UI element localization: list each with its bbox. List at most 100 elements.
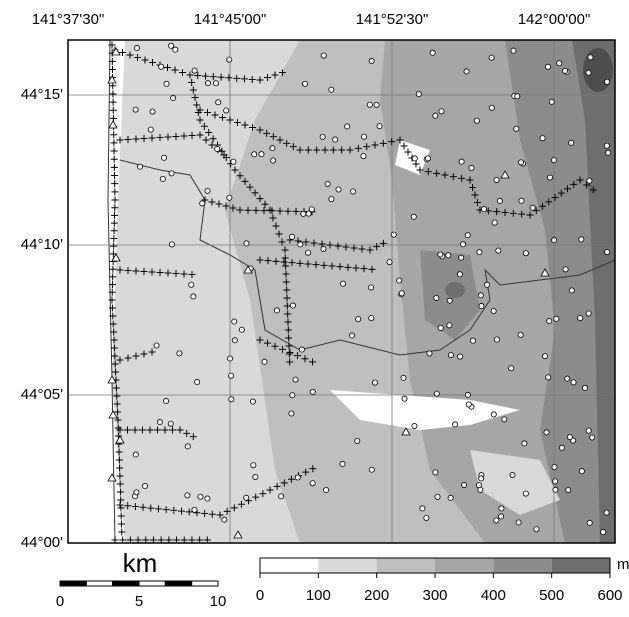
- circle-station: [601, 530, 606, 535]
- circle-station: [355, 438, 360, 443]
- circle-station: [491, 308, 496, 313]
- circle-station: [231, 159, 236, 164]
- circle-station: [496, 248, 501, 253]
- colorbar-bin: [493, 558, 551, 573]
- circle-station: [509, 366, 514, 371]
- peak: [445, 282, 465, 298]
- circle-station: [377, 124, 382, 129]
- circle-station: [295, 475, 300, 480]
- circle-station: [484, 282, 489, 287]
- circle-station: [200, 201, 205, 206]
- circle-station: [391, 232, 396, 237]
- circle-station: [481, 207, 486, 212]
- circle-station: [134, 45, 139, 50]
- circle-station: [438, 252, 443, 257]
- circle-station: [498, 514, 503, 519]
- circle-station: [430, 50, 435, 55]
- circle-station: [514, 126, 519, 131]
- circle-station: [168, 421, 173, 426]
- circle-station: [350, 333, 355, 338]
- circle-station: [310, 481, 315, 486]
- circle-station: [387, 259, 392, 264]
- circle-station: [159, 64, 164, 69]
- circle-station: [321, 246, 326, 251]
- circle-station: [478, 293, 483, 298]
- circle-station: [553, 487, 558, 492]
- circle-station: [427, 351, 432, 356]
- circle-station: [464, 69, 469, 74]
- scale-segment: [60, 581, 86, 586]
- circle-station: [579, 237, 584, 242]
- circle-station: [420, 506, 425, 511]
- circle-station: [448, 495, 453, 500]
- circle-station: [259, 152, 264, 157]
- circle-station: [351, 189, 356, 194]
- circle-station: [279, 494, 284, 499]
- circle-station: [215, 146, 220, 151]
- circle-station: [189, 282, 194, 287]
- circle-station: [433, 113, 438, 118]
- circle-station: [293, 377, 298, 382]
- circle-station: [523, 491, 528, 496]
- circle-station: [460, 242, 465, 247]
- lat-label: 44°00': [21, 534, 63, 551]
- circle-station: [177, 351, 182, 356]
- circle-station: [544, 430, 549, 435]
- scale-segment: [192, 581, 218, 586]
- circle-station: [169, 242, 174, 247]
- circle-station: [133, 452, 138, 457]
- circle-station: [458, 354, 463, 359]
- circle-station: [416, 92, 421, 97]
- circle-station: [134, 490, 139, 495]
- circle-station: [492, 220, 497, 225]
- colorbar-label: 100: [306, 587, 331, 604]
- circle-station: [252, 152, 257, 157]
- circle-station: [397, 278, 402, 283]
- circle-station: [250, 399, 255, 404]
- circle-station: [425, 156, 430, 161]
- colorbar-label: 0: [256, 587, 264, 604]
- circle-station: [367, 102, 372, 107]
- circle-station: [569, 140, 574, 145]
- circle-station: [549, 99, 554, 104]
- circle-station: [578, 316, 583, 321]
- circle-station: [447, 298, 452, 303]
- circle-station: [586, 428, 591, 433]
- circle-station: [227, 195, 232, 200]
- scale-segment: [113, 581, 139, 586]
- scale-segment: [165, 581, 191, 586]
- map-figure: 141°37'30"141°45'00"141°52'30"142°00'00"…: [0, 0, 629, 612]
- scale-label: 5: [135, 593, 143, 610]
- lat-label: 44°10': [21, 236, 63, 253]
- circle-station: [479, 476, 484, 481]
- lon-label: 141°45'00": [194, 11, 267, 28]
- circle-station: [448, 352, 453, 357]
- circle-station: [519, 198, 524, 203]
- circle-station: [579, 469, 584, 474]
- lat-label: 44°05': [21, 386, 63, 403]
- circle-station: [465, 233, 470, 238]
- circle-station: [439, 109, 444, 114]
- circle-station: [216, 100, 221, 105]
- circle-station: [434, 391, 439, 396]
- circle-station: [590, 435, 595, 440]
- circle-station: [301, 211, 306, 216]
- circle-station: [310, 389, 315, 394]
- circle-station: [566, 487, 571, 492]
- circle-station: [374, 102, 379, 107]
- circle-station: [551, 158, 556, 163]
- circle-station: [195, 379, 200, 384]
- circle-station: [587, 520, 592, 525]
- circle-station: [547, 318, 552, 323]
- circle-station: [399, 291, 404, 296]
- circle-station: [518, 332, 523, 337]
- circle-station: [150, 109, 155, 114]
- circle-station: [133, 107, 138, 112]
- circle-station: [452, 422, 457, 427]
- circle-station: [494, 518, 499, 523]
- circle-station: [289, 411, 294, 416]
- circle-station: [369, 467, 374, 472]
- scale-label: 10: [210, 593, 227, 610]
- circle-station: [606, 150, 611, 155]
- circle-station: [518, 160, 523, 165]
